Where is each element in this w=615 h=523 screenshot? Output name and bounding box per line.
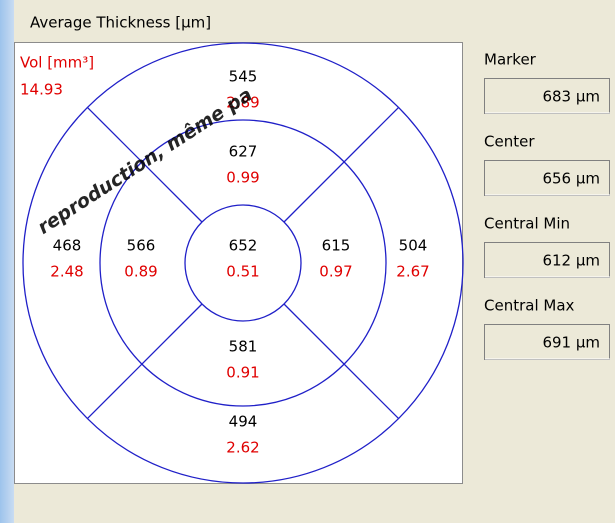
stat-box	[484, 242, 610, 278]
stat-label: Central Max	[484, 297, 575, 315]
stat-value: 691 µm	[542, 334, 600, 352]
stats: Marker 683 µm Center 656 µm Central Min 612 µ…	[484, 51, 610, 360]
sector-volume: 2.62	[226, 439, 259, 457]
sectors: 545 2.89 627 0.99 468 2.48 566 0.89 652 0.51 615 0.…	[50, 68, 429, 457]
stat-value: 683 µm	[542, 88, 600, 106]
sector-thickness: 504	[399, 237, 428, 255]
stat-label: Central Min	[484, 215, 570, 233]
etdrs-grid	[22, 42, 464, 484]
stat-box	[484, 160, 610, 196]
stat-label: Center	[484, 133, 535, 151]
sector-volume: 2.89	[226, 94, 259, 112]
sector-thickness: 627	[229, 143, 258, 161]
sector-thickness: 581	[229, 338, 258, 356]
panel-title: Average Thickness [µm]	[30, 14, 211, 32]
sector-thickness: 545	[229, 68, 258, 86]
sector-volume: 0.91	[226, 364, 259, 382]
stat-value: 656 µm	[542, 170, 600, 188]
stat-label: Marker	[484, 51, 537, 69]
sector-volume: 0.99	[226, 169, 259, 187]
sector-volume: 0.97	[319, 263, 352, 281]
sector-thickness: 615	[322, 237, 351, 255]
sector-thickness: 494	[229, 413, 258, 431]
volume-total: 14.93	[20, 81, 63, 99]
stat-box	[484, 78, 610, 114]
sector-volume: 2.67	[396, 263, 429, 281]
window-edge	[0, 0, 14, 523]
sector-thickness: 468	[53, 237, 82, 255]
volume-label: Vol [mm³]	[20, 54, 94, 72]
stat-box	[484, 324, 610, 360]
sector-thickness: 652	[229, 237, 258, 255]
sector-volume: 0.51	[226, 263, 259, 281]
map-box	[14, 42, 463, 484]
stat-value: 612 µm	[542, 252, 600, 270]
sector-thickness: 566	[127, 237, 156, 255]
sector-volume: 0.89	[124, 263, 157, 281]
sector-volume: 2.48	[50, 263, 83, 281]
